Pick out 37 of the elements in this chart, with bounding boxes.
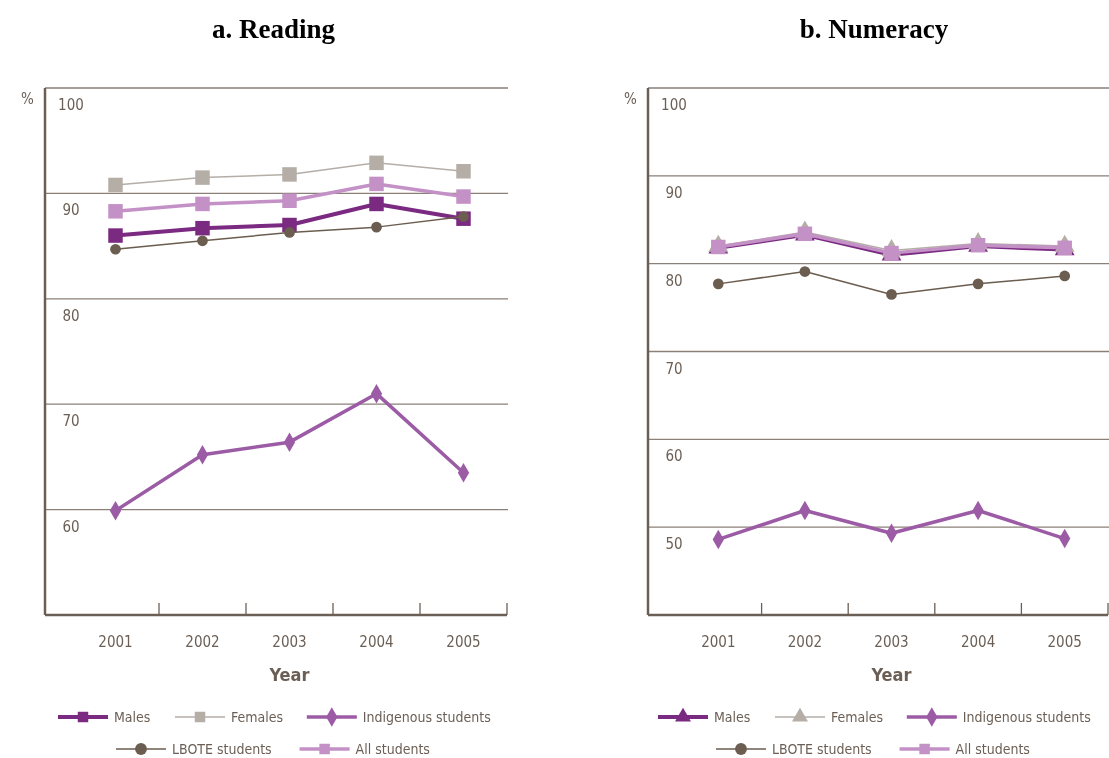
legend-label: Indigenous students [362,709,491,725]
y-tick-label: 100 [58,96,84,114]
legend-label: Indigenous students [962,709,1091,725]
y-axis-title: % [21,90,34,108]
y-tick-label: 60 [665,447,683,466]
y-tick-label: 90 [665,183,683,202]
y-tick-label: 90 [62,201,80,220]
y-tick-label: 100 [661,96,687,114]
x-tick-label: 2002 [787,633,823,651]
y-tick-label: 70 [62,412,80,431]
x-tick-label: 2001 [98,633,133,651]
x-tick-label: 2005 [446,633,481,651]
legend-label: Females [831,709,884,725]
x-axis-title: Year [870,664,912,685]
y-tick-label: 70 [665,359,683,378]
y-tick-label: 60 [62,517,80,536]
x-tick-label: 2003 [272,633,307,651]
chart-title: b. Numeracy [799,14,949,44]
y-axis-title: % [624,90,637,108]
legend-label: LBOTE students [172,741,272,757]
legend-label: Females [231,709,284,725]
legend-label: All students [955,741,1030,757]
legend-label: All students [355,741,430,757]
legend-label: LBOTE students [772,741,872,757]
x-tick-label: 2003 [874,633,909,651]
y-tick-label: 50 [665,535,683,554]
chart-title: a. Reading [211,14,336,44]
x-tick-label: 2001 [701,633,736,651]
x-tick-label: 2004 [359,633,394,651]
legend-label: Males [114,709,151,725]
legend-label: Males [714,709,751,725]
x-tick-label: 2002 [185,633,220,651]
y-tick-label: 80 [62,306,80,325]
x-tick-label: 2004 [960,633,996,651]
x-tick-label: 2005 [1047,633,1082,651]
x-axis-title: Year [268,664,310,685]
y-tick-label: 80 [665,271,683,290]
